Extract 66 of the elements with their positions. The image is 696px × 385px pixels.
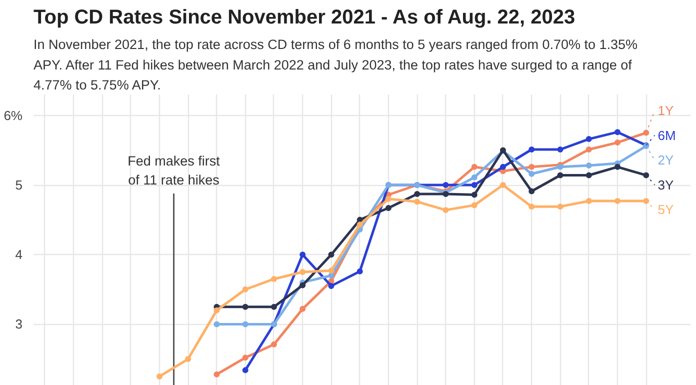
point xyxy=(643,172,650,178)
point xyxy=(414,198,420,205)
y-tick-label: 4 xyxy=(15,247,23,262)
point xyxy=(471,164,478,170)
legend-label: 5Y xyxy=(658,202,674,218)
point xyxy=(242,354,248,361)
point xyxy=(614,198,620,204)
point xyxy=(242,304,248,310)
point xyxy=(614,129,620,136)
point xyxy=(156,373,162,380)
series-label: 1Y xyxy=(658,103,674,118)
point xyxy=(557,204,564,210)
point xyxy=(300,252,306,258)
point xyxy=(557,146,564,152)
point xyxy=(500,164,506,170)
chart-subtitle: In November 2021, the top rate across CD terms of 6 months to 5 years ranged from 0.70% to 1.35% APY. After 11 Fed hikes between March 2022 and July 2023, the top rates have surged to a range of 4.77% to 5.75% APY. xyxy=(34,37,638,92)
point xyxy=(214,307,220,314)
point xyxy=(528,204,535,210)
point xyxy=(242,286,248,292)
point xyxy=(614,164,620,170)
point xyxy=(242,367,248,374)
point xyxy=(586,136,592,142)
point xyxy=(586,172,592,178)
point xyxy=(528,188,535,194)
point xyxy=(643,198,650,204)
point xyxy=(328,268,334,274)
y-tick-label: 3 xyxy=(15,316,23,332)
point xyxy=(557,172,564,178)
legend-label: 2Y xyxy=(658,152,674,168)
point xyxy=(328,282,334,289)
point xyxy=(528,170,535,177)
point xyxy=(356,268,363,274)
point xyxy=(586,162,592,169)
point xyxy=(328,252,334,258)
point xyxy=(242,321,248,328)
point xyxy=(270,341,277,348)
point xyxy=(471,192,478,198)
point xyxy=(586,198,592,204)
annotation: Fed makes first of 11 rate hikes xyxy=(128,153,220,188)
point xyxy=(442,182,449,188)
point xyxy=(500,182,506,188)
point xyxy=(185,356,192,362)
point xyxy=(414,191,420,198)
y-tick-label: 6% xyxy=(4,108,23,123)
point xyxy=(214,371,220,378)
point xyxy=(270,276,277,282)
point xyxy=(586,146,592,152)
point xyxy=(270,304,277,310)
point xyxy=(471,174,478,180)
point xyxy=(643,130,650,136)
point xyxy=(300,282,306,288)
legend-label: 6M xyxy=(658,128,676,143)
point xyxy=(471,202,478,208)
point xyxy=(214,321,220,328)
chart-title: Top CD Rates Since November 2021 - As of Aug. 22, 2023 xyxy=(34,6,576,28)
point xyxy=(300,306,306,312)
point xyxy=(385,204,392,211)
y-tick-label: 5 xyxy=(15,178,23,192)
point xyxy=(528,146,535,152)
point xyxy=(300,269,306,276)
point xyxy=(442,207,449,214)
point xyxy=(385,196,392,202)
point xyxy=(471,182,478,188)
point xyxy=(528,164,535,170)
legend-label: 3Y xyxy=(658,177,674,192)
point xyxy=(614,140,620,146)
